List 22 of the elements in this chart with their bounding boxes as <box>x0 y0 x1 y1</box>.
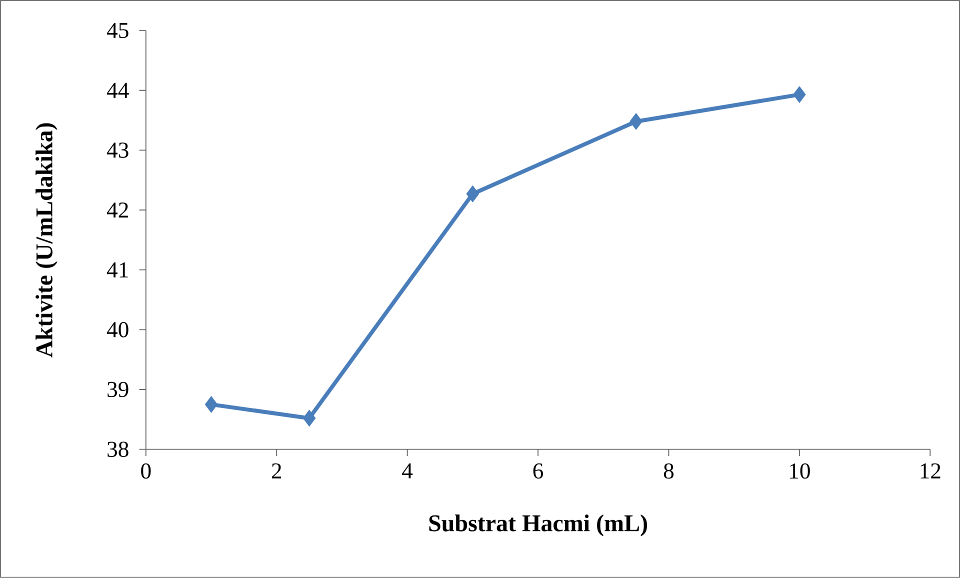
y-tick-label: 40 <box>106 322 128 338</box>
point <box>793 86 806 103</box>
x-tick-label: 4 <box>402 463 413 478</box>
y-tick-label: 41 <box>106 262 128 278</box>
y-axis-title: Aktivite (U/mLdakika) <box>36 123 58 358</box>
x-tick-label: 10 <box>790 463 810 479</box>
x-tick-label: 6 <box>533 463 544 479</box>
y-tick-label: 44 <box>106 82 129 98</box>
x-tick-label: 8 <box>664 463 674 479</box>
x-tick-label: 2 <box>272 463 282 478</box>
point <box>302 410 316 427</box>
y-tick-label: 42 <box>106 202 128 218</box>
y-tick-label: 38 <box>108 442 128 458</box>
x-tick-label: 12 <box>920 463 940 478</box>
y-tick-label: 45 <box>106 23 128 38</box>
x-tick-label: 0 <box>141 463 151 479</box>
y-tick-label: 39 <box>108 382 128 398</box>
point <box>204 396 218 413</box>
y-tick-label: 43 <box>106 142 128 158</box>
point <box>630 113 642 130</box>
x-axis-title: Substrat Hacmi (mL) <box>429 514 647 536</box>
point <box>466 186 480 202</box>
